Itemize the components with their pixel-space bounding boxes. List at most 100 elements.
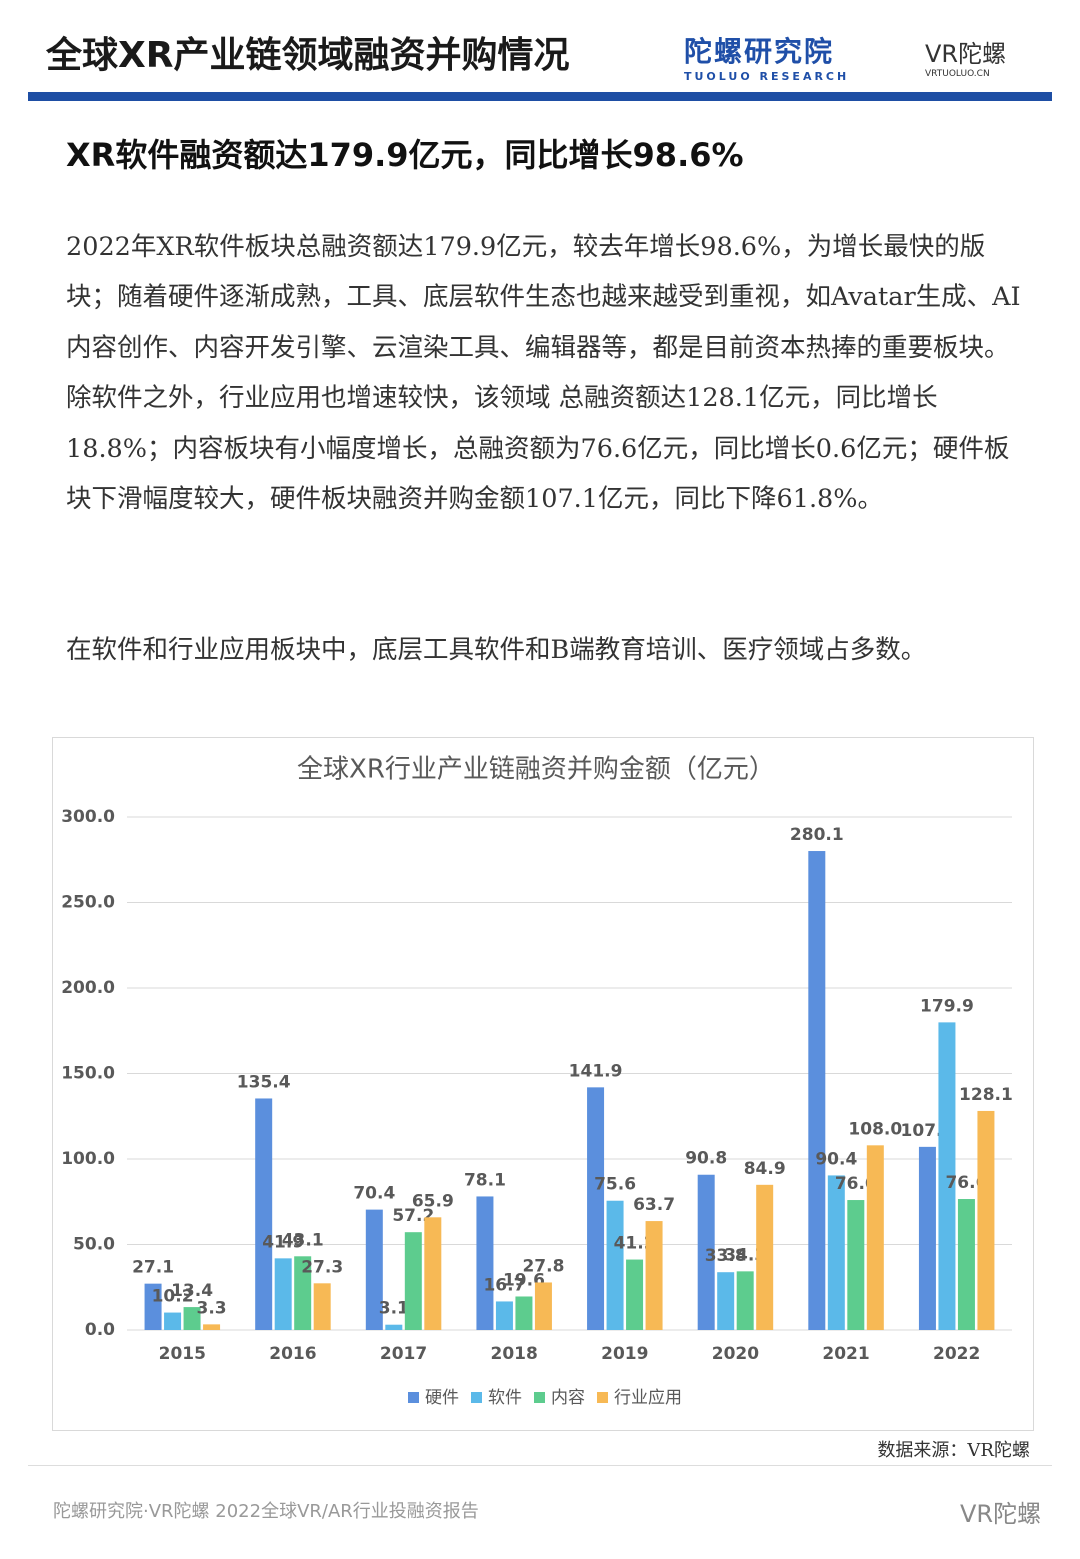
logo-main: 陀螺研究院	[684, 35, 835, 68]
value-label: 3.1	[379, 1299, 409, 1319]
bar	[534, 1282, 552, 1330]
value-label: 76.0	[835, 1174, 877, 1194]
y-tick-label: 150.0	[61, 1064, 115, 1084]
bar	[847, 1200, 865, 1330]
bar	[606, 1200, 624, 1330]
value-label: 90.8	[685, 1149, 727, 1169]
x-tick-label: 2021	[822, 1344, 869, 1364]
bar	[404, 1232, 422, 1330]
value-label: 41.2	[614, 1234, 656, 1254]
bar	[938, 1022, 956, 1330]
y-tick-label: 100.0	[61, 1149, 115, 1169]
x-tick-label: 2016	[269, 1344, 316, 1364]
value-label: 57.2	[392, 1206, 434, 1226]
bar	[476, 1196, 494, 1330]
value-label: 27.3	[301, 1257, 343, 1277]
bar	[645, 1221, 663, 1330]
value-label: 16.7	[483, 1275, 525, 1295]
bar	[626, 1259, 644, 1330]
value-label: 10.2	[152, 1287, 194, 1307]
paragraph: 在软件和行业应用板块中，底层工具软件和B端教育培训、医疗领域占多数。	[66, 635, 927, 665]
bar	[827, 1175, 845, 1330]
logo: 陀螺研究院 TUOLUO RESEARCH	[684, 30, 849, 83]
value-label: 108.0	[848, 1119, 902, 1139]
y-tick-label: 0.0	[85, 1320, 115, 1340]
bar	[365, 1209, 383, 1330]
paragraph: 2022年XR软件板块总融资额达179.9亿元，较去年增长98.6%，为增长最快…	[66, 232, 1021, 515]
x-tick-label: 2018	[491, 1344, 538, 1364]
footer-right: VR陀螺	[960, 1500, 1042, 1528]
bar	[495, 1301, 513, 1330]
value-label: 280.1	[790, 825, 844, 845]
value-label: 90.4	[815, 1149, 857, 1169]
value-label: 75.6	[594, 1175, 636, 1195]
value-label: 41.9	[262, 1232, 304, 1252]
value-label: 34.3	[724, 1245, 766, 1265]
y-tick-label: 300.0	[61, 807, 115, 827]
bar	[736, 1271, 754, 1330]
heading: XR软件融资额达179.9亿元，同比增长98.6%	[66, 136, 744, 174]
value-label: 76.6	[945, 1173, 987, 1193]
logo2-main: VR陀螺	[925, 40, 1007, 68]
chart-box	[52, 737, 1034, 1431]
value-label: 27.1	[132, 1258, 174, 1278]
page-title: 全球XR产业链领域融资并购情况	[46, 35, 570, 76]
value-label: 13.4	[171, 1281, 213, 1301]
value-label: 3.3	[197, 1298, 227, 1318]
header-bar	[28, 92, 1052, 101]
legend-swatch	[471, 1392, 482, 1403]
bar	[808, 851, 826, 1330]
x-tick-label: 2017	[380, 1344, 427, 1364]
bar	[144, 1283, 162, 1330]
bar	[274, 1258, 292, 1330]
bar	[294, 1256, 312, 1330]
legend-swatch	[534, 1392, 545, 1403]
bar	[255, 1098, 273, 1330]
legend-label: 软件	[488, 1388, 522, 1408]
bar	[385, 1324, 403, 1330]
bar	[756, 1184, 774, 1330]
y-tick-label: 250.0	[61, 893, 115, 913]
bar	[866, 1145, 884, 1330]
value-label: 43.1	[282, 1230, 324, 1250]
y-tick-label: 200.0	[61, 978, 115, 998]
legend-label: 硬件	[425, 1388, 459, 1408]
chart-title: 全球XR行业产业链融资并购金额（亿元）	[297, 755, 775, 785]
bar	[587, 1087, 605, 1330]
bar	[918, 1146, 936, 1330]
x-tick-label: 2019	[601, 1344, 648, 1364]
value-label: 135.4	[237, 1072, 291, 1092]
bar	[977, 1110, 995, 1330]
value-label: 63.7	[633, 1195, 675, 1215]
legend-swatch	[597, 1392, 608, 1403]
bar	[313, 1283, 331, 1330]
value-label: 65.9	[412, 1191, 454, 1211]
bar	[697, 1174, 715, 1330]
bar	[203, 1324, 221, 1330]
y-tick-label: 50.0	[73, 1235, 115, 1255]
bar	[164, 1312, 182, 1330]
bar	[515, 1296, 533, 1330]
value-label: 27.8	[522, 1256, 564, 1276]
value-label: 19.6	[503, 1270, 545, 1290]
bar	[717, 1272, 735, 1330]
x-tick-label: 2022	[933, 1344, 980, 1364]
bar	[424, 1217, 442, 1330]
bar	[183, 1307, 201, 1330]
x-tick-label: 2020	[712, 1344, 759, 1364]
legend-swatch	[408, 1392, 419, 1403]
value-label: 70.4	[353, 1184, 395, 1204]
value-label: 84.9	[744, 1159, 786, 1179]
logo2-sub: VRTUOLUO.CN	[925, 69, 990, 79]
logo2: VR陀螺 VRTUOLUO.CN	[925, 34, 1006, 79]
x-tick-label: 2015	[159, 1344, 206, 1364]
footer-left: 陀螺研究院·VR陀螺 2022全球VR/AR行业投融资报告	[53, 1501, 479, 1522]
value-label: 141.9	[569, 1061, 623, 1081]
rule	[28, 1465, 1052, 1466]
value-label: 179.9	[920, 996, 974, 1016]
value-label: 128.1	[959, 1085, 1013, 1105]
legend-label: 内容	[551, 1388, 585, 1408]
value-label: 33.8	[705, 1246, 747, 1266]
